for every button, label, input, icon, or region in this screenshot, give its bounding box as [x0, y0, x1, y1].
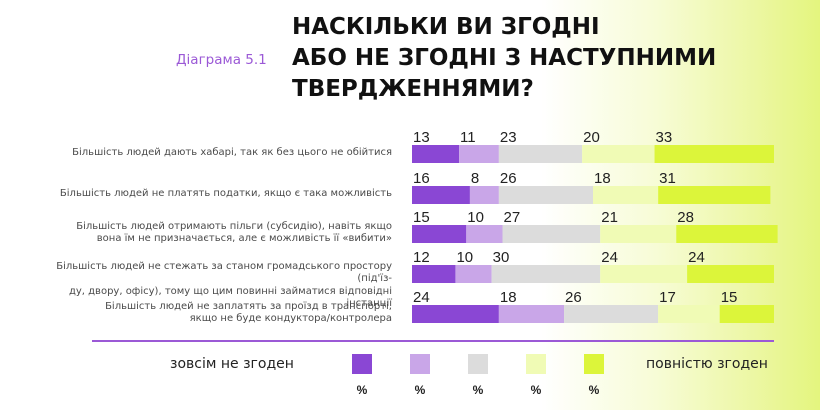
data-label-r5-s5: 15 — [721, 289, 738, 306]
legend-swatch-5 — [584, 354, 604, 374]
row-label-4: Більшість людей не стежать за станом гро… — [30, 261, 392, 311]
title-line-1: НАСКІЛЬКИ ВИ ЗГОДНІ — [292, 14, 600, 40]
row-label-line: Більшість людей отримають пільги (субсид… — [76, 220, 392, 232]
legend-swatch-2 — [410, 354, 430, 374]
row-label-5: Більшість людей не заплатять за проїзд в… — [30, 301, 392, 326]
bar-segment-r4-s2 — [455, 265, 492, 283]
bar-segment-r3-s3 — [502, 225, 601, 243]
data-label-r5-s2: 18 — [500, 289, 517, 306]
title-line-2: АБО НЕ ЗГОДНІ З НАСТУПНИМИ — [292, 45, 717, 71]
chart-subtitle: Діаграма 5.1 — [176, 52, 267, 68]
bar-segment-r4-s5 — [687, 265, 774, 283]
bar-segment-r5-s3 — [564, 305, 659, 323]
legend-swatch-4 — [526, 354, 546, 374]
data-label-r3-s4: 21 — [601, 209, 618, 226]
data-label-r2-s2: 8 — [471, 170, 479, 187]
data-label-r2-s1: 16 — [413, 170, 430, 187]
bar-segment-r4-s1 — [412, 265, 456, 283]
row-label-line: Більшість людей не платять податки, якщо… — [59, 187, 392, 199]
data-label-r1-s1: 13 — [413, 129, 430, 146]
bar-segment-r2-s3 — [498, 186, 593, 204]
bar-segment-r2-s5 — [658, 186, 771, 204]
row-label-2: Більшість людей не платять податки, якщо… — [30, 188, 392, 201]
row-label-line: вона їм не призначається, але є можливіс… — [96, 233, 392, 244]
bar-segment-r3-s5 — [676, 225, 778, 243]
data-label-r4-s1: 12 — [413, 249, 430, 266]
data-label-r1-s4: 20 — [583, 129, 600, 146]
data-label-r3-s5: 28 — [677, 209, 694, 226]
bar-segment-r3-s4 — [600, 225, 677, 243]
data-label-r5-s3: 26 — [565, 289, 582, 306]
bar-segment-r2-s2 — [469, 186, 499, 204]
bar-segment-r5-s4 — [658, 305, 720, 323]
bar-segment-r5-s1 — [412, 305, 499, 323]
data-label-r3-s2: 10 — [467, 209, 484, 226]
bar-segment-r3-s2 — [466, 225, 503, 243]
data-label-r5-s1: 24 — [413, 289, 430, 306]
legend-right-label: повністю згоден — [646, 356, 768, 372]
title-line-3: ТВЕРДЖЕННЯМИ? — [292, 76, 534, 102]
data-label-r1-s5: 33 — [656, 129, 673, 146]
data-label-r5-s4: 17 — [659, 289, 676, 306]
data-label-r3-s3: 27 — [504, 209, 521, 226]
legend-unit-5: % — [588, 383, 600, 397]
row-label-line: Більшість людей не заплатять за проїзд в… — [105, 300, 392, 312]
chart-title: НАСКІЛЬКИ ВИ ЗГОДНІ АБО НЕ ЗГОДНІ З НАСТ… — [292, 12, 772, 105]
row-label-line: Більшість людей не стежать за станом гро… — [56, 260, 392, 285]
legend-unit-4: % — [530, 383, 542, 397]
legend-swatch-3 — [468, 354, 488, 374]
stacked-bar-chart: 13 11 23 20 33 16 8 26 18 31 15 10 27 21 28 12 10 30 24 24 2… — [412, 129, 778, 323]
row-label-line: якщо не буде кондуктора/контролера — [189, 313, 392, 324]
bar-segment-r1-s4 — [582, 145, 655, 163]
data-label-r2-s5: 31 — [659, 170, 676, 187]
bar-segment-r5-s5 — [719, 305, 774, 323]
bar-segment-r3-s1 — [412, 225, 467, 243]
data-label-r4-s2: 10 — [456, 249, 473, 266]
data-label-r1-s2: 11 — [460, 129, 476, 146]
row-label-1: Більшість людей дають хабарі, так як без… — [30, 147, 392, 160]
divider-line — [92, 340, 774, 342]
row-label-3: Більшість людей отримають пільги (субсид… — [30, 221, 392, 246]
data-label-r1-s3: 23 — [500, 129, 517, 146]
row-label-line: ду, двору, офісу), тому що цим повинні з… — [68, 285, 392, 310]
data-label-r4-s5: 24 — [688, 249, 705, 266]
legend-left-label: зовсім не згоден — [170, 356, 294, 372]
bar-segment-r4-s3 — [491, 265, 601, 283]
data-label-r2-s3: 26 — [500, 170, 517, 187]
bar-segment-r1-s5 — [654, 145, 774, 163]
bar-segment-r1-s3 — [498, 145, 583, 163]
data-label-r2-s4: 18 — [594, 170, 611, 187]
legend-unit-2: % — [414, 383, 426, 397]
row-label-line: Більшість людей дають хабарі, так як без… — [72, 146, 392, 158]
bar-segment-r1-s1 — [412, 145, 460, 163]
legend-unit-3: % — [472, 383, 484, 397]
bar-segment-r1-s2 — [459, 145, 499, 163]
data-label-r3-s1: 15 — [413, 209, 430, 226]
bar-segment-r4-s4 — [600, 265, 688, 283]
legend-swatch-1 — [352, 354, 372, 374]
data-label-r4-s4: 24 — [601, 249, 618, 266]
bar-segment-r2-s1 — [412, 186, 470, 204]
bar-segment-r5-s2 — [498, 305, 565, 323]
data-label-r4-s3: 30 — [493, 249, 510, 266]
legend-unit-1: % — [356, 383, 368, 397]
bar-segment-r2-s4 — [593, 186, 659, 204]
